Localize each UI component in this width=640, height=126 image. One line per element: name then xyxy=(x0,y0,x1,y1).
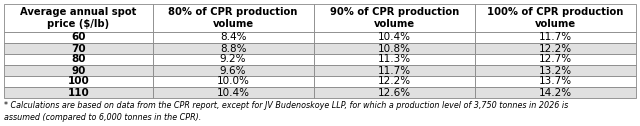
Bar xyxy=(314,54,475,65)
Text: 13.7%: 13.7% xyxy=(539,76,572,87)
Text: 12.2%: 12.2% xyxy=(539,43,572,54)
Text: 11.7%: 11.7% xyxy=(378,66,411,75)
Bar xyxy=(4,65,152,76)
Text: 8.8%: 8.8% xyxy=(220,43,246,54)
Bar xyxy=(152,4,314,32)
Text: 11.3%: 11.3% xyxy=(378,55,411,65)
Bar xyxy=(475,87,636,98)
Bar xyxy=(314,76,475,87)
Bar xyxy=(475,43,636,54)
Text: 90: 90 xyxy=(71,66,86,75)
Bar xyxy=(152,54,314,65)
Bar xyxy=(314,87,475,98)
Bar xyxy=(475,32,636,43)
Bar xyxy=(475,54,636,65)
Text: 11.7%: 11.7% xyxy=(539,33,572,42)
Text: 100% of CPR production
volume: 100% of CPR production volume xyxy=(487,7,623,29)
Bar xyxy=(4,4,152,32)
Text: 10.4%: 10.4% xyxy=(216,87,250,98)
Text: 110: 110 xyxy=(67,87,89,98)
Text: 8.4%: 8.4% xyxy=(220,33,246,42)
Text: 12.6%: 12.6% xyxy=(378,87,411,98)
Text: 9.2%: 9.2% xyxy=(220,55,246,65)
Text: 9.6%: 9.6% xyxy=(220,66,246,75)
Bar xyxy=(475,4,636,32)
Bar xyxy=(314,4,475,32)
Bar xyxy=(4,87,152,98)
Bar xyxy=(314,43,475,54)
Text: 10.0%: 10.0% xyxy=(217,76,250,87)
Bar xyxy=(152,32,314,43)
Bar xyxy=(314,65,475,76)
Bar xyxy=(314,32,475,43)
Text: Average annual spot
price ($/lb): Average annual spot price ($/lb) xyxy=(20,7,136,29)
Bar xyxy=(152,87,314,98)
Bar xyxy=(475,65,636,76)
Bar xyxy=(152,65,314,76)
Text: * Calculations are based on data from the CPR report, except for JV Budenoskoye : * Calculations are based on data from th… xyxy=(4,101,568,122)
Text: 13.2%: 13.2% xyxy=(539,66,572,75)
Bar xyxy=(475,76,636,87)
Bar xyxy=(4,43,152,54)
Bar xyxy=(152,43,314,54)
Text: 80: 80 xyxy=(71,55,86,65)
Bar xyxy=(4,54,152,65)
Text: 80% of CPR production
volume: 80% of CPR production volume xyxy=(168,7,298,29)
Text: 10.8%: 10.8% xyxy=(378,43,411,54)
Bar xyxy=(4,76,152,87)
Text: 12.7%: 12.7% xyxy=(539,55,572,65)
Text: 14.2%: 14.2% xyxy=(539,87,572,98)
Bar xyxy=(152,76,314,87)
Text: 60: 60 xyxy=(71,33,86,42)
Text: 100: 100 xyxy=(67,76,89,87)
Text: 12.2%: 12.2% xyxy=(378,76,411,87)
Bar xyxy=(4,32,152,43)
Text: 90% of CPR production
volume: 90% of CPR production volume xyxy=(330,7,459,29)
Text: 10.4%: 10.4% xyxy=(378,33,411,42)
Text: 70: 70 xyxy=(71,43,86,54)
